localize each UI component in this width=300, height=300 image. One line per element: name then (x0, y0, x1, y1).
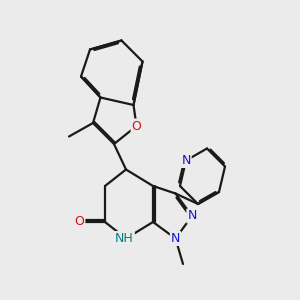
Text: O: O (75, 215, 84, 229)
Text: N: N (171, 232, 180, 245)
Text: N: N (181, 154, 191, 167)
Text: N: N (187, 209, 197, 223)
Text: NH: NH (115, 232, 134, 245)
Text: O: O (132, 119, 141, 133)
